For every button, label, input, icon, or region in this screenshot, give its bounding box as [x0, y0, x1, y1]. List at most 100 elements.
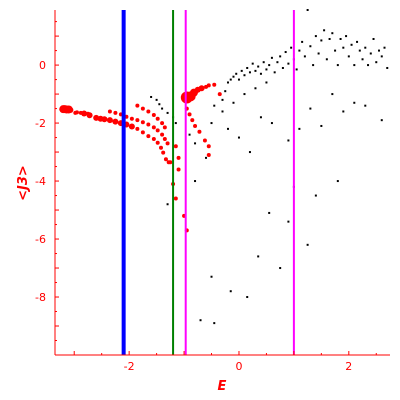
data-point [273, 71, 276, 74]
data-point [205, 156, 208, 159]
data-point [295, 68, 298, 71]
data-point [251, 62, 254, 65]
data-point [194, 180, 197, 183]
data-point [229, 78, 232, 81]
data-point [358, 49, 361, 52]
data-point [306, 9, 309, 11]
data-point [140, 106, 145, 111]
data-point [210, 122, 213, 125]
series-1 [59, 82, 222, 233]
data-point [226, 127, 229, 130]
data-point [168, 160, 173, 165]
data-point [161, 107, 164, 110]
data-point [150, 95, 153, 98]
data-point [353, 101, 356, 104]
data-point [254, 69, 257, 72]
data-point [246, 66, 249, 69]
data-point [135, 118, 140, 123]
data-point [224, 90, 227, 93]
data-point [334, 49, 337, 52]
data-point [235, 72, 238, 75]
data-point [270, 56, 273, 59]
data-point [146, 109, 151, 114]
data-point [232, 101, 235, 104]
data-point [240, 69, 243, 72]
data-point [112, 118, 119, 125]
data-point [356, 40, 359, 43]
data-point [336, 64, 339, 67]
data-point [229, 290, 232, 293]
data-point [146, 122, 151, 127]
data-point [226, 81, 229, 84]
data-point [210, 275, 213, 278]
data-point [81, 110, 88, 117]
data-point [364, 104, 367, 107]
data-point [287, 139, 290, 142]
data-point [166, 111, 169, 114]
data-point [298, 127, 301, 130]
data-point [320, 39, 323, 42]
data-point [74, 110, 79, 115]
data-point [151, 137, 156, 142]
data-point [270, 122, 273, 125]
data-point [342, 110, 345, 113]
data-point [166, 203, 169, 206]
data-point [268, 211, 271, 214]
data-point [301, 40, 304, 43]
data-point [312, 64, 315, 67]
data-point [281, 66, 284, 69]
series-markers [59, 9, 389, 325]
x-tick-label: -2 [124, 360, 135, 373]
data-point [380, 55, 383, 58]
data-point [190, 118, 195, 123]
data-point [259, 72, 262, 75]
data-point [162, 125, 167, 130]
data-point [174, 122, 177, 125]
data-point [161, 150, 166, 155]
data-point [336, 180, 339, 183]
data-point [113, 110, 118, 115]
data-point [221, 110, 224, 113]
data-point [268, 64, 271, 67]
data-point [279, 55, 282, 58]
data-point [298, 49, 301, 52]
data-point [165, 141, 170, 146]
data-point [206, 152, 211, 157]
data-point [151, 125, 156, 130]
data-point [347, 55, 350, 58]
data-point [213, 322, 216, 325]
x-tick-label: 2 [345, 360, 352, 373]
data-point [155, 128, 160, 133]
data-point [101, 116, 108, 123]
data-point [158, 103, 161, 106]
data-point [350, 43, 353, 46]
data-point [128, 123, 135, 130]
data-point [279, 267, 282, 270]
data-point [162, 137, 167, 142]
data-point [155, 116, 160, 121]
data-point [353, 64, 356, 67]
data-point [306, 243, 309, 246]
data-point [361, 58, 364, 61]
data-point [160, 121, 165, 126]
data-point [317, 52, 320, 55]
y-tick-label: -2 [35, 117, 46, 130]
data-point [331, 32, 334, 35]
reference-lines [121, 10, 295, 355]
data-point [314, 35, 317, 38]
series-2 [150, 9, 389, 325]
data-point [259, 116, 262, 119]
data-point [176, 167, 181, 172]
data-point [237, 78, 240, 81]
data-point [257, 65, 260, 68]
data-point [106, 117, 113, 124]
data-point [248, 151, 251, 154]
data-point [193, 123, 198, 128]
data-point [369, 52, 372, 55]
y-tick-label: -8 [35, 291, 46, 304]
data-point [309, 45, 312, 48]
data-point [135, 103, 140, 108]
data-point [194, 142, 197, 145]
data-point [221, 98, 224, 101]
data-point [232, 75, 235, 78]
